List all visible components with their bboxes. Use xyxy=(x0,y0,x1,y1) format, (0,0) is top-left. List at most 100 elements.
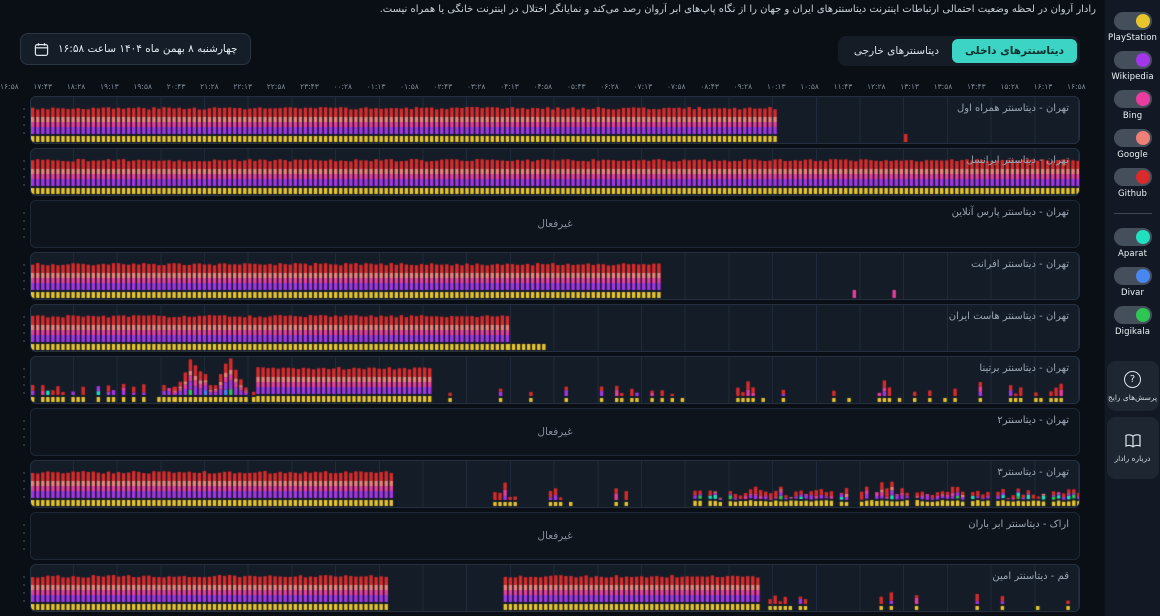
time-tick-label: ۱۰:۵۸ xyxy=(800,82,819,91)
row-label: تهران - دیتاسنتر۲ xyxy=(997,415,1069,426)
time-tick-label: ۲۰:۴۳ xyxy=(166,82,186,91)
toggle-switch[interactable] xyxy=(1113,267,1152,285)
datacenter-row: تهران - دیتاسنتر افرانت xyxy=(23,252,1080,300)
time-tick-label: ۱۷:۴۳ xyxy=(33,82,52,91)
legend-divider xyxy=(1113,213,1152,214)
datacenter-row: تهران - دیتاسنتر هاست ایران xyxy=(23,304,1080,352)
time-tick-label: ۰۷:۱۳ xyxy=(633,82,653,91)
datacenter-row: تهران - دیتاسنتر۳ xyxy=(23,460,1080,508)
row-label: تهران - دیتاسنتر افرانت xyxy=(971,259,1069,270)
row-axis-ticks xyxy=(23,264,25,290)
calendar-icon xyxy=(34,42,49,57)
service-label: Divar xyxy=(1120,288,1145,298)
tab-domestic-datacenters[interactable]: دیتاسنترهای داخلی xyxy=(952,39,1077,63)
time-tick-label: ۱۳:۱۳ xyxy=(900,82,919,91)
service-toggle-bing[interactable]: Bing xyxy=(1108,90,1157,121)
toggle-switch[interactable] xyxy=(1113,51,1152,69)
time-tick-label: ۱۶:۵۸ xyxy=(1067,82,1086,91)
service-toggle-wikipedia[interactable]: Wikipedia xyxy=(1108,51,1157,82)
time-tick-label: ۱۲:۲۸ xyxy=(866,82,886,91)
row-axis-ticks xyxy=(23,316,25,342)
status-bars-canvas xyxy=(31,305,1079,351)
time-tick-label: ۰۰:۲۸ xyxy=(333,82,353,91)
service-label: PlayStation xyxy=(1107,33,1158,43)
service-toggle-digikala[interactable]: Digikala xyxy=(1113,306,1152,337)
time-tick-label: ۱۰:۱۳ xyxy=(766,82,786,91)
time-tick-label: ۰۴:۵۸ xyxy=(533,82,553,91)
book-icon xyxy=(1124,433,1142,449)
row-axis-ticks xyxy=(23,420,25,446)
time-tick-label: ۲۳:۴۳ xyxy=(300,82,319,91)
status-bars-canvas xyxy=(31,253,1079,299)
row-axis-ticks xyxy=(23,368,25,394)
inactive-label: غیرفعال xyxy=(537,426,573,438)
row-axis-ticks xyxy=(23,524,25,550)
toggle-switch[interactable] xyxy=(1113,12,1152,30)
time-tick-label: ۱۱:۴۳ xyxy=(833,82,853,91)
about-button-label: درباره رادار xyxy=(1114,454,1151,463)
toggle-knob xyxy=(1135,269,1150,283)
row-label: تهران - دیتاسنتر ایرانسل xyxy=(966,155,1069,166)
time-tick-label: ۲۲:۵۸ xyxy=(266,82,286,91)
rows: تهران - دیتاسنتر همراه اول تهران - دیتاسن… xyxy=(23,96,1080,616)
inactive-label: غیرفعال xyxy=(537,530,573,542)
main-area: رادار آروان در لحظه وضعیت احتمالی ارتباط… xyxy=(0,4,1096,616)
time-tick-label: ۰۶:۲۸ xyxy=(600,82,619,91)
row-label: قم - دیتاسنتر امین xyxy=(992,571,1069,582)
status-bars-canvas xyxy=(31,461,1079,507)
service-toggle-aparat[interactable]: Aparat xyxy=(1113,228,1152,259)
date-picker-button[interactable]: چهارشنبه ۸ بهمن ماه ۱۴۰۴ ساعت ۱۶:۵۸ xyxy=(20,33,252,65)
row-axis-ticks xyxy=(23,160,25,186)
time-tick-label: ۰۴:۱۳ xyxy=(500,82,519,91)
time-tick-label: ۱۶:۵۸ xyxy=(0,82,19,91)
datacenter-row: غیرفعال تهران - دیتاسنتر۲ xyxy=(23,408,1080,456)
service-toggle-google[interactable]: Google xyxy=(1108,129,1157,160)
time-tick-label: ۰۲:۴۳ xyxy=(433,82,453,91)
service-label: Wikipedia xyxy=(1111,72,1154,82)
time-tick-label: ۰۸:۴۳ xyxy=(700,82,719,91)
service-toggle-playstation[interactable]: PlayStation xyxy=(1108,12,1157,43)
row-label: تهران - دیتاسنتر۳ xyxy=(997,467,1069,478)
toggle-switch[interactable] xyxy=(1113,168,1152,186)
legend-group-1: PlayStation Wikipedia Bing Google Github xyxy=(1108,12,1157,207)
datacenter-row: غیرفعال اراک - دیتاسنتر ابر باران xyxy=(23,512,1080,560)
toggle-switch[interactable] xyxy=(1113,306,1152,324)
services-legend-sidebar: PlayStation Wikipedia Bing Google Github Apa… xyxy=(1104,0,1160,616)
service-toggle-github[interactable]: Github xyxy=(1108,168,1157,199)
service-toggle-divar[interactable]: Divar xyxy=(1113,267,1152,298)
toggle-knob xyxy=(1135,92,1150,106)
row-axis-ticks xyxy=(23,576,25,602)
time-tick-label: ۱۹:۵۸ xyxy=(133,82,153,91)
time-tick-label: ۰۷:۵۸ xyxy=(666,82,686,91)
tab-foreign-datacenters[interactable]: دیتاسنترهای خارجی xyxy=(853,45,940,57)
time-tick-label: ۱۳:۵۸ xyxy=(933,82,953,91)
service-label: Aparat xyxy=(1117,249,1148,259)
row-label: اراک - دیتاسنتر ابر باران xyxy=(968,519,1069,530)
datacenter-row: غیرفعال تهران - دیتاسنتر پارس آنلاین xyxy=(23,200,1080,248)
status-bars-canvas xyxy=(31,149,1079,195)
faq-button[interactable]: ? پرسش‌های رایج xyxy=(1106,361,1159,411)
time-tick-label: ۰۹:۲۸ xyxy=(733,82,753,91)
row-label: تهران - دیتاسنتر برتینا xyxy=(979,363,1069,374)
time-tick-label: ۱۹:۱۳ xyxy=(100,82,119,91)
time-tick-label: ۰۳:۲۸ xyxy=(466,82,486,91)
status-bars-canvas xyxy=(31,97,1079,143)
inactive-label: غیرفعال xyxy=(537,218,573,230)
toggle-switch[interactable] xyxy=(1113,129,1152,147)
time-tick-label: ۱۵:۲۸ xyxy=(1000,82,1019,91)
toggle-knob xyxy=(1135,170,1150,184)
service-label: Bing xyxy=(1122,111,1143,121)
toggle-switch[interactable] xyxy=(1113,90,1152,108)
about-radar-button[interactable]: درباره رادار xyxy=(1106,417,1159,479)
status-bars-canvas xyxy=(31,565,1079,611)
time-tick-label: ۱۴:۴۳ xyxy=(966,82,986,91)
toggle-switch[interactable] xyxy=(1113,228,1152,246)
datacenter-tabs: دیتاسنترهای داخلی دیتاسنترهای خارجی xyxy=(837,36,1080,66)
time-axis: ۱۶:۵۸ ۱۷:۴۳ ۱۸:۲۸ ۱۹:۱۳ ۱۹:۵۸ ۲۰:۴۳ ۲۱:۲۸ ۲۲:۱۳… xyxy=(0,82,1086,94)
datacenter-row: تهران - دیتاسنتر برتینا xyxy=(23,356,1080,404)
service-label: Digikala xyxy=(1114,327,1151,337)
row-label: تهران - دیتاسنتر همراه اول xyxy=(956,103,1069,114)
status-bars-canvas xyxy=(31,357,1079,403)
datacenter-row: تهران - دیتاسنتر همراه اول xyxy=(23,96,1080,144)
question-mark-icon: ? xyxy=(1124,370,1141,388)
